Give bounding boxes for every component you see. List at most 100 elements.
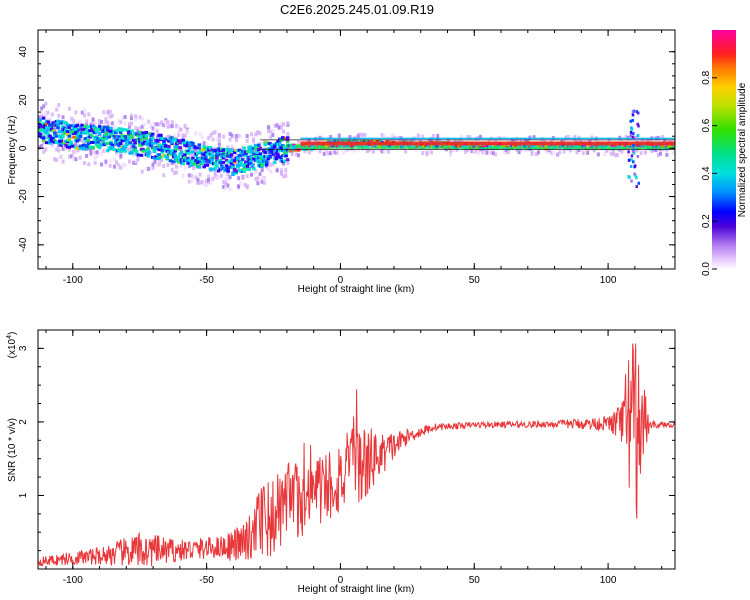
spectrogram-halo-cell — [530, 152, 534, 157]
spectrogram-halo-cell — [526, 139, 530, 144]
spectrogram-cell — [255, 157, 259, 161]
spectrogram-xtick-label: 50 — [469, 275, 481, 286]
spectrogram-cell — [245, 164, 250, 168]
spectrogram-spike-cell — [627, 150, 630, 154]
spectrogram-halo-cell — [260, 179, 264, 184]
spectrogram-halo-cell — [115, 160, 119, 165]
spectrogram-cell — [53, 131, 57, 135]
spectrogram-halo-cell — [271, 154, 275, 159]
spectrogram-cell — [255, 151, 259, 155]
spectrogram-halo-cell — [198, 131, 202, 136]
spectrogram-halo-cell — [581, 151, 585, 156]
snr-panel: -100 -50 0 50 100 1 2 3 Height of straight line… — [6, 329, 676, 595]
spectrogram-halo-cell — [166, 124, 170, 129]
spectrogram-halo-cell — [44, 113, 48, 118]
spectrogram-cell — [215, 156, 219, 160]
spectrogram-cell — [163, 138, 168, 142]
spectrogram-halo-cell — [262, 180, 266, 185]
spectrogram-cell — [45, 122, 49, 126]
spectrogram-cell — [602, 145, 606, 149]
spectrogram-halo-cell — [157, 122, 161, 127]
spectrogram-halo-cell — [74, 142, 78, 147]
spectrogram-halo-cell — [130, 146, 134, 151]
spectrogram-cell — [226, 169, 230, 173]
spectrogram-cell — [168, 159, 173, 163]
spectrogram-halo-cell — [344, 148, 348, 153]
spectrogram-halo-cell — [603, 151, 607, 156]
spectrogram-halo-cell — [155, 122, 159, 127]
spectrogram-spike-cell — [627, 158, 631, 162]
spectrogram-halo-cell — [140, 124, 144, 129]
spectrogram-halo-cell — [95, 132, 99, 137]
spectrogram-halo-cell — [252, 139, 256, 144]
spectrogram-cell — [101, 137, 105, 141]
spectrogram-cell — [78, 125, 83, 129]
spectrogram-halo-cell — [166, 163, 170, 168]
spectrogram-cell — [672, 145, 675, 149]
spectrogram-halo-cell — [232, 135, 236, 140]
spectrogram-halo-cell — [217, 175, 221, 180]
spectrogram-halo-cell — [57, 113, 61, 118]
spectrogram-spike-cell — [631, 113, 635, 117]
spectrogram-halo-cell — [234, 138, 238, 143]
spectrogram-halo-cell — [226, 177, 230, 182]
spectrogram-ytick-label: 40 — [18, 46, 29, 58]
spectrogram-halo-cell — [100, 119, 104, 124]
spectrogram-halo-cell — [149, 153, 153, 158]
spectrogram-spike-cell — [637, 181, 640, 185]
spectrogram-cell — [130, 151, 134, 155]
spectrogram-ytick-label: -20 — [18, 189, 29, 204]
spectrogram-halo-cell — [354, 135, 358, 140]
spectrogram-cell — [46, 128, 51, 132]
spectrogram-cell — [257, 148, 261, 152]
spectrogram-halo-cell — [361, 133, 365, 138]
spectrogram-halo-cell — [517, 150, 521, 155]
spectrogram-halo-cell — [590, 135, 594, 140]
spectrogram-cell — [221, 152, 226, 156]
spectrogram-cell — [59, 137, 63, 141]
spectrogram-cell — [191, 141, 195, 145]
spectrogram-spike-cell — [632, 143, 635, 147]
spectrogram-cell — [208, 145, 213, 149]
spectrogram-cell — [207, 149, 211, 153]
spectrogram-cell — [224, 158, 229, 162]
spectrogram-cell — [142, 140, 147, 144]
spectrogram-halo-cell — [249, 152, 253, 157]
spectrogram-halo-cell — [234, 153, 238, 158]
spectrogram-halo-cell — [177, 132, 181, 137]
spectrogram-cell — [205, 152, 210, 156]
spectrogram-halo-cell — [164, 119, 168, 124]
spectrogram-cell — [40, 129, 44, 133]
spectrogram-cell — [252, 152, 256, 156]
spectrogram-cell — [200, 161, 205, 165]
snr-xlabel: Height of straight line (km) — [298, 584, 415, 595]
spectrogram-cell — [197, 146, 202, 150]
spectrogram-halo-cell — [74, 157, 78, 162]
spectrogram-halo-cell — [93, 160, 97, 165]
spectrogram-cell — [98, 146, 102, 150]
spectrogram-halo-cell — [459, 134, 463, 139]
spectrogram-halo-cell — [157, 161, 161, 166]
spectrogram-cell — [64, 143, 68, 147]
spectrogram-cell — [167, 144, 171, 148]
spectrogram-halo-cell — [44, 147, 48, 152]
spectrogram-halo-cell — [378, 148, 382, 153]
spectrogram-halo-cell — [55, 107, 59, 112]
spectrogram-cell — [350, 144, 354, 148]
spectrogram-halo-cell — [470, 149, 474, 154]
spectrogram-cell — [94, 129, 99, 133]
spectrogram-halo-cell — [294, 152, 298, 157]
spectrogram-cell — [232, 167, 237, 171]
spectrogram-halo-cell — [72, 118, 76, 123]
spectrogram-halo-cell — [97, 120, 101, 125]
spectrogram-spike-cell — [629, 119, 632, 123]
spectrogram-cell — [289, 149, 293, 153]
spectrogram-cell — [138, 135, 142, 139]
spectrogram-cell — [265, 158, 269, 162]
spectrogram-halo-cell — [175, 123, 179, 128]
spectrogram-halo-cell — [142, 122, 146, 127]
spectrogram-cell — [273, 144, 277, 148]
spectrogram-halo-cell — [318, 149, 322, 154]
spectrogram-cell — [202, 145, 206, 149]
